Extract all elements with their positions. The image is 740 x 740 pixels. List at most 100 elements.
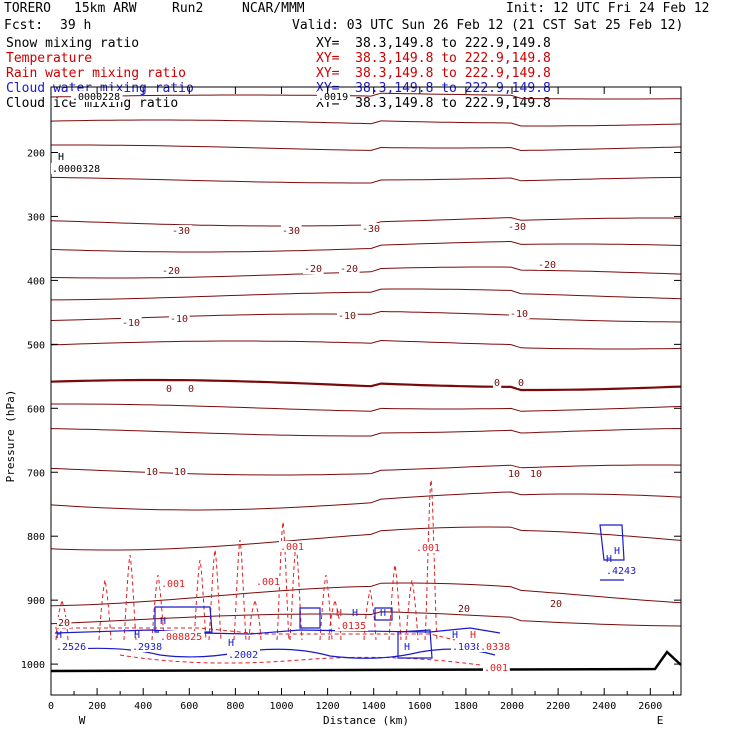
value-annotation: .2002 [228,650,258,661]
rain-contours [55,479,501,669]
isotherm-line [51,288,682,301]
label-backdrop [451,641,484,652]
isotherm-line [50,119,682,127]
temperature-label: -10 [338,311,356,322]
max-marker: H [614,546,620,557]
value-annotation: .001 [416,543,440,554]
max-marker: H [352,608,358,619]
x-tick-label: 1400 [362,701,386,712]
x-tick-label: 0 [48,701,54,712]
label-backdrop [281,225,302,236]
valid-time: Valid: 03 UTC Sun 26 Feb 12 (21 CST Sat … [292,18,684,33]
label-backdrop [159,631,205,642]
temperature-label: -10 [170,314,188,325]
value-annotation: .1038 [452,642,482,653]
cloud-water-contour [599,524,625,561]
terrain-line [50,650,682,673]
isotherm-line [50,428,682,437]
max-marker: H [58,152,64,163]
isotherm-line [51,403,682,412]
label-backdrop [537,259,558,270]
label-backdrop [131,641,164,652]
plot-frame [50,86,682,696]
label-backdrop [337,310,358,321]
rain-contour [388,564,402,641]
isotherm-line [50,310,682,323]
x-tick-label: 1800 [454,701,478,712]
legend-entry-range: XY= 38.3,149.8 to 222.9,149.8 [316,81,551,96]
label-backdrop [529,468,544,479]
value-annotation: .0000228 [72,92,120,103]
label-backdrop [479,641,512,652]
temperature-label: 20 [550,599,562,610]
y-tick-label: 400 [27,276,45,287]
x-tick-label: 200 [88,701,106,712]
label-backdrop [255,576,282,587]
rain-contour [98,579,112,641]
axes: 0 200 400 600 800 1000 1200 1400 1600 1800 2000 220… [4,87,681,727]
label-backdrop [549,598,564,609]
legend-entry-name: Rain water mixing ratio [6,66,187,81]
label-backdrop [227,649,260,660]
model-run: Run2 [172,1,204,16]
value-annotation: .001 [161,579,185,590]
value-annotation: .001 [484,663,508,674]
legend-entry-range: XY= 38.3,149.8 to 222.9,149.8 [316,96,551,111]
max-marker: H [160,616,166,627]
max-marker: H [606,554,612,565]
rain-contour [319,574,333,641]
legend-entry-range: XY= 38.3,149.8 to 222.9,149.8 [316,51,551,66]
temperature-label: -30 [362,224,380,235]
max-marker: H [134,630,140,641]
value-annotation: .0019 [318,92,348,103]
label-backdrop [279,541,306,552]
label-backdrop [457,603,472,614]
y-tick-label: 600 [27,404,45,415]
temperature-label: -20 [162,266,180,277]
y-tick-label: 900 [27,596,45,607]
rain-contour [363,589,377,641]
y-axis-title: Pressure (hPa) [4,390,17,483]
x-tick-label: 2400 [592,701,616,712]
temperature-label: -20 [538,260,556,271]
label-backdrop [507,221,528,232]
rain-contour [193,559,207,641]
isotherm-line [50,378,682,392]
value-annotation: .008825 [160,632,202,643]
label-backdrop [361,223,382,234]
y-tick-label: 300 [27,212,45,223]
value-annotation: .0135 [336,621,366,632]
label-backdrop [165,383,174,394]
temperature-label: -10 [510,309,528,320]
value-annotation: .2526 [56,642,86,653]
y-tick-label: 700 [27,468,45,479]
rain-contour [151,574,165,641]
temperature-label: 10 [146,467,158,478]
cloud-water-contour [299,607,321,629]
value-annotation: .0000328 [52,164,100,175]
legend-entry-name: Snow mixing ratio [6,36,140,51]
label-backdrop [509,308,530,319]
legend-entry-range: XY= 38.3,149.8 to 222.9,149.8 [316,66,551,81]
label-backdrop [187,383,196,394]
x-tick-label: 2000 [500,701,524,712]
x-tick-label: 400 [134,701,152,712]
max-marker: H [470,630,476,641]
model-resolution: 15km ARW [74,1,137,16]
label-backdrop [57,617,72,628]
legend-entry-name: Temperature [6,51,93,66]
max-marker: H [228,638,234,649]
label-backdrop [483,662,510,673]
terrain-ground [50,650,682,673]
isotherm-line [51,144,682,152]
isotherm-line [50,240,682,253]
temperature-label: -10 [122,318,140,329]
x-axis-title: Distance (km) [323,714,409,727]
model-name: TORERO [4,1,51,16]
isotherm-line [50,92,682,100]
label-backdrop [173,466,188,477]
y-tick-label: 1000 [21,660,45,671]
max-marker: H [404,642,410,653]
east-label: E [657,714,664,727]
